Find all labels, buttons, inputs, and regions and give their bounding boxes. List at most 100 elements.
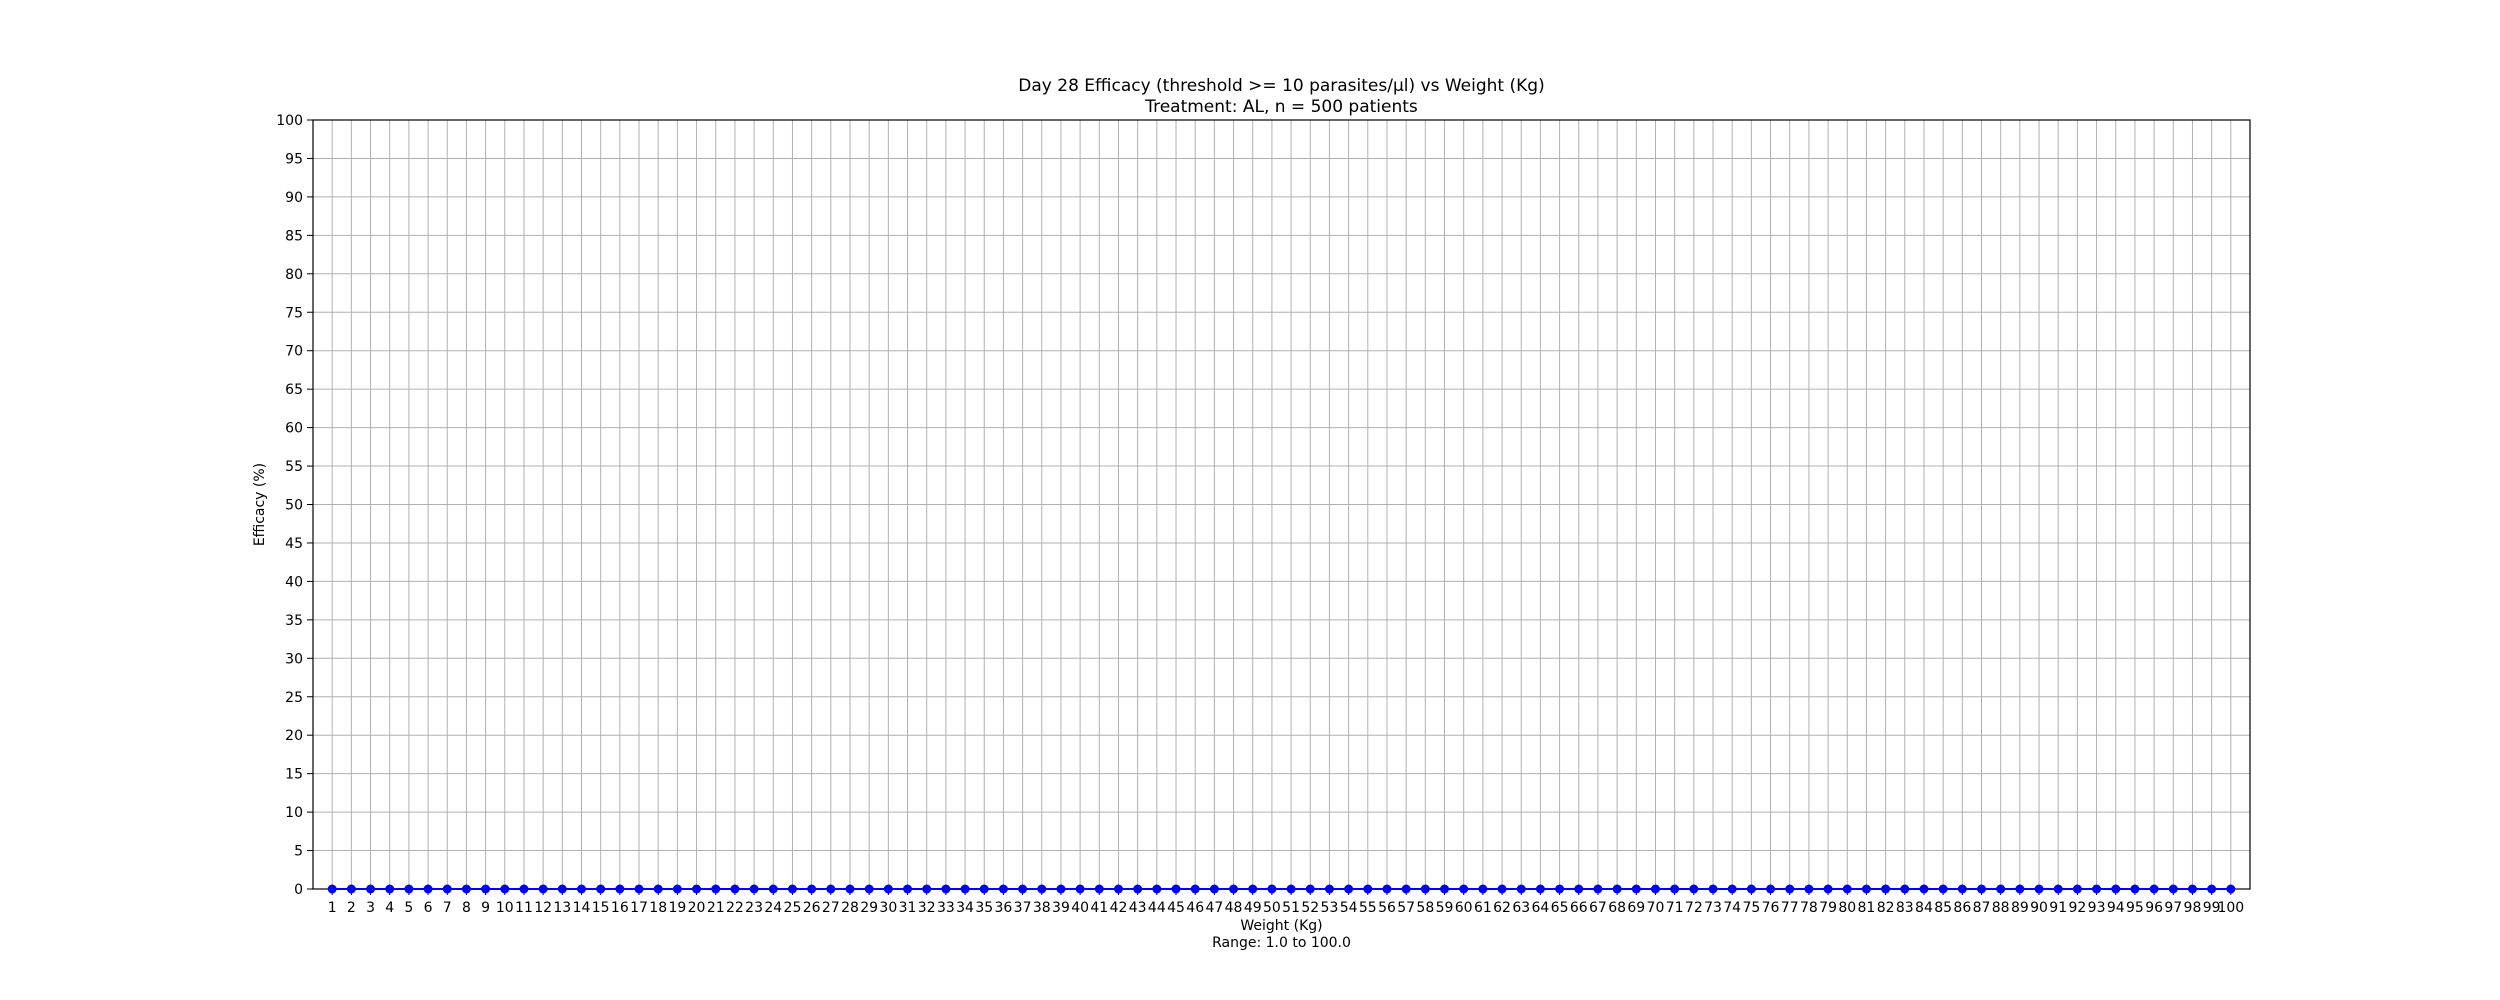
x-tick-label: 44: [1148, 900, 1166, 916]
x-tick-label: 63: [1512, 900, 1530, 916]
x-tick-label: 94: [2107, 900, 2125, 916]
x-tick-label: 53: [1321, 900, 1339, 916]
y-tick-label: 70: [285, 344, 303, 360]
data-point: [2187, 884, 2197, 894]
x-tick-label: 31: [899, 900, 917, 916]
x-tick-label: 2: [347, 900, 356, 916]
x-tick-label: 73: [1704, 900, 1722, 916]
data-point: [941, 884, 951, 894]
data-point: [327, 884, 337, 894]
data-point: [1037, 884, 1047, 894]
x-tick-label: 19: [668, 900, 686, 916]
data-point: [1746, 884, 1756, 894]
data-point: [1094, 884, 1104, 894]
data-point: [883, 884, 893, 894]
data-point: [2207, 884, 2217, 894]
data-point: [1842, 884, 1852, 894]
x-tick-label: 24: [764, 900, 782, 916]
x-tick-label: 78: [1800, 900, 1818, 916]
y-tick-label: 20: [285, 728, 303, 744]
data-point: [960, 884, 970, 894]
x-tick-label: 61: [1474, 900, 1492, 916]
data-point: [1420, 884, 1430, 894]
data-point: [672, 884, 682, 894]
data-point: [845, 884, 855, 894]
x-tick-label: 15: [592, 900, 610, 916]
x-tick-label: 40: [1071, 900, 1089, 916]
data-point: [1689, 884, 1699, 894]
y-tick-label: 65: [285, 382, 303, 398]
data-point: [519, 884, 529, 894]
x-tick-label: 36: [995, 900, 1013, 916]
y-tick-label: 85: [285, 228, 303, 244]
data-point: [1785, 884, 1795, 894]
data-point: [1574, 884, 1584, 894]
x-tick-label: 29: [860, 900, 878, 916]
y-tick-label: 75: [285, 305, 303, 321]
data-point: [1229, 884, 1239, 894]
data-point: [1133, 884, 1143, 894]
x-tick-label: 71: [1666, 900, 1684, 916]
data-point: [768, 884, 778, 894]
x-tick-label: 28: [841, 900, 859, 916]
grid: [313, 119, 2250, 890]
data-point: [1478, 884, 1488, 894]
x-tick-label: 95: [2126, 900, 2144, 916]
data-point: [615, 884, 625, 894]
x-tick-label: 35: [975, 900, 993, 916]
data-point: [442, 884, 452, 894]
x-tick-label: 54: [1340, 900, 1358, 916]
data-point: [2034, 884, 2044, 894]
x-tick-label: 98: [2184, 900, 2202, 916]
x-tick-label: 97: [2164, 900, 2182, 916]
x-axis-range-note: Range: 1.0 to 100.0: [1212, 935, 1351, 951]
y-tick-label: 80: [285, 267, 303, 283]
y-tick-label: 15: [285, 767, 303, 783]
x-tick-label: 74: [1723, 900, 1741, 916]
x-tick-label: 68: [1608, 900, 1626, 916]
x-tick-label: 50: [1263, 900, 1281, 916]
data-point: [634, 884, 644, 894]
data-point: [2111, 884, 2121, 894]
data-point: [998, 884, 1008, 894]
series-layer: [327, 884, 2236, 894]
data-point: [1248, 884, 1258, 894]
data-point: [1152, 884, 1162, 894]
y-tick-label: 55: [285, 459, 303, 475]
x-tick-label: 87: [1973, 900, 1991, 916]
data-point: [481, 884, 491, 894]
data-point: [730, 884, 740, 894]
data-point: [2168, 884, 2178, 894]
data-point: [979, 884, 989, 894]
y-tick-label: 100: [276, 113, 303, 129]
x-tick-label: 27: [822, 900, 840, 916]
data-point: [749, 884, 759, 894]
x-tick-label: 37: [1014, 900, 1032, 916]
data-point: [1171, 884, 1181, 894]
x-tick-label: 23: [745, 900, 763, 916]
x-tick-label: 77: [1781, 900, 1799, 916]
data-point: [653, 884, 663, 894]
data-point: [500, 884, 510, 894]
x-tick-label: 56: [1378, 900, 1396, 916]
x-tick-label: 67: [1589, 900, 1607, 916]
x-tick-label: 18: [649, 900, 667, 916]
x-tick-label: 90: [2030, 900, 2048, 916]
x-tick-label: 64: [1531, 900, 1549, 916]
x-tick-label: 16: [611, 900, 629, 916]
y-tick-label: 30: [285, 651, 303, 667]
x-tick-label: 33: [937, 900, 955, 916]
data-point: [423, 884, 433, 894]
x-tick-label: 66: [1570, 900, 1588, 916]
data-point: [1440, 884, 1450, 894]
data-point: [826, 884, 836, 894]
x-tick-label: 25: [784, 900, 802, 916]
data-point: [1708, 884, 1718, 894]
x-tick-label: 99: [2203, 900, 2221, 916]
data-point: [1267, 884, 1277, 894]
data-point: [404, 884, 414, 894]
x-tick-label: 11: [515, 900, 533, 916]
data-point: [1919, 884, 1929, 894]
data-point: [1363, 884, 1373, 894]
axis-ticks: 0510152025303540455055606570758085909510…: [276, 113, 2244, 916]
